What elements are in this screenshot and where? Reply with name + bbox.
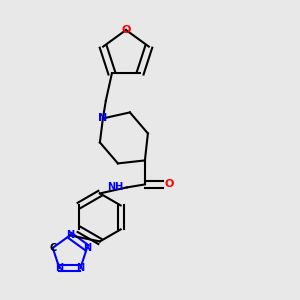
Text: N: N [83, 243, 91, 253]
Text: N: N [76, 263, 85, 273]
Text: O: O [121, 25, 131, 35]
Text: N: N [66, 230, 74, 240]
Text: NH: NH [107, 182, 123, 192]
Text: C: C [49, 243, 56, 253]
Text: O: O [164, 179, 174, 189]
Text: N: N [98, 113, 107, 123]
Text: N: N [55, 263, 63, 273]
